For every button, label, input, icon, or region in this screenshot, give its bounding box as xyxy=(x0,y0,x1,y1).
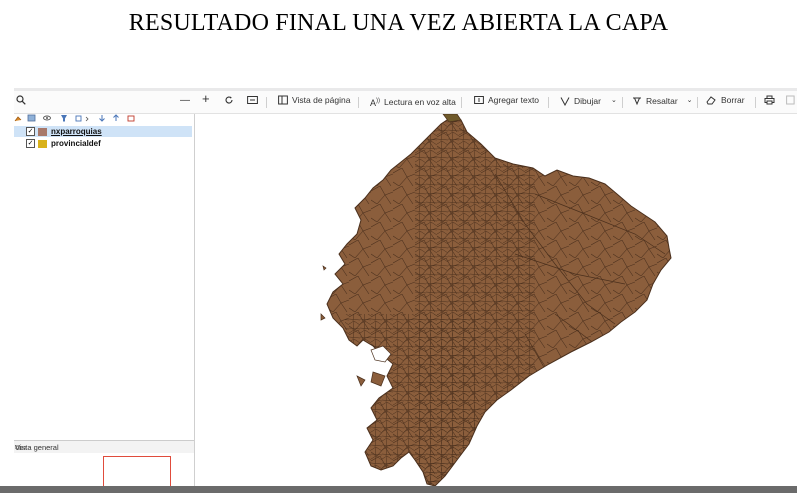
toolbar-divider xyxy=(548,97,549,108)
layer-color-swatch xyxy=(38,127,47,136)
draw-label: Dibujar xyxy=(574,96,601,106)
overview-extent-rectangle[interactable] xyxy=(103,456,171,486)
layer-item-provincialdef[interactable]: ✓ provincialdef xyxy=(14,138,192,149)
document-title: RESULTADO FINAL UNA VEZ ABIERTA LA CAPA xyxy=(128,10,669,36)
page-view-label: Vista de página xyxy=(292,95,351,105)
layer-visibility-checkbox[interactable]: ✓ xyxy=(26,127,35,136)
layer-color-swatch xyxy=(38,139,47,148)
rotate-icon xyxy=(225,96,233,104)
draw-button[interactable]: Dibujar ⌄ xyxy=(560,95,617,107)
erase-label: Borrar xyxy=(721,95,745,105)
layers-panel: ✓ nxparroquias ✓ provincialdef Vista gen… xyxy=(14,114,195,486)
more-icon[interactable] xyxy=(786,95,795,105)
eraser-icon xyxy=(706,96,716,105)
highlight-button[interactable]: Resaltar ⌄ xyxy=(632,95,693,107)
collapse-all-icon[interactable] xyxy=(113,114,119,121)
pdf-toolbar: — + Vista de página A)) Lectura en voz a… xyxy=(14,91,797,114)
open-layer-styling-icon[interactable] xyxy=(14,116,22,122)
add-text-icon xyxy=(474,96,484,104)
toolbar-divider xyxy=(461,97,462,108)
manage-visibility-icon[interactable] xyxy=(43,115,51,121)
filter-legend-icon[interactable] xyxy=(75,115,89,122)
add-group-icon[interactable] xyxy=(27,114,36,122)
map-land xyxy=(326,115,672,486)
expand-all-icon[interactable] xyxy=(99,115,105,122)
layers-toolbar xyxy=(14,114,194,124)
highlight-icon xyxy=(633,97,641,106)
layer-name: nxparroquias xyxy=(51,127,102,136)
panel-window-buttons[interactable]: ⧉⊠ xyxy=(15,443,26,452)
app-screenshot: — + Vista de página A)) Lectura en voz a… xyxy=(14,88,797,486)
page-view-button[interactable]: Vista de página xyxy=(278,95,350,105)
read-aloud-label: Lectura en voz alta xyxy=(384,97,456,107)
page-bottom-bar xyxy=(0,486,797,493)
toolbar-divider xyxy=(755,97,756,108)
layer-visibility-checkbox[interactable]: ✓ xyxy=(26,139,35,148)
ecuador-parishes-map xyxy=(320,113,672,486)
toolbar-divider xyxy=(622,97,623,108)
print-button[interactable] xyxy=(764,95,775,105)
zoom-in-button[interactable]: + xyxy=(202,91,210,106)
chevron-down-icon: ⌄ xyxy=(686,97,693,104)
zoom-out-button[interactable]: — xyxy=(180,95,190,106)
chevron-down-icon: ⌄ xyxy=(610,97,617,104)
fit-page-button[interactable] xyxy=(247,95,258,105)
read-aloud-button[interactable]: A)) Lectura en voz alta xyxy=(370,95,456,109)
rotate-button[interactable] xyxy=(224,95,234,105)
toolbar-divider xyxy=(358,97,359,108)
highlight-label: Resaltar xyxy=(646,96,678,106)
read-aloud-icon: A)) xyxy=(370,98,381,108)
page-view-icon xyxy=(278,95,288,105)
fit-page-icon xyxy=(247,96,258,104)
layer-name: provincialdef xyxy=(51,139,101,148)
toolbar-divider xyxy=(266,97,267,108)
overview-panel-header: Vista general ⧉⊠ xyxy=(14,440,194,453)
draw-icon xyxy=(560,97,570,106)
window-top-strip xyxy=(14,88,797,91)
map-canvas[interactable] xyxy=(195,113,797,486)
layer-item-nxparroquias[interactable]: ✓ nxparroquias xyxy=(14,126,192,137)
filter-icon[interactable] xyxy=(61,115,67,122)
search-icon[interactable] xyxy=(16,95,26,108)
toolbar-divider xyxy=(697,97,698,108)
add-text-button[interactable]: Agregar texto xyxy=(474,95,539,105)
add-text-label: Agregar texto xyxy=(488,95,540,105)
erase-button[interactable]: Borrar xyxy=(706,95,745,105)
print-icon xyxy=(764,95,775,105)
overview-title: Vista general xyxy=(15,443,59,452)
remove-layer-icon[interactable] xyxy=(127,115,135,122)
coastal-islands xyxy=(320,113,462,387)
